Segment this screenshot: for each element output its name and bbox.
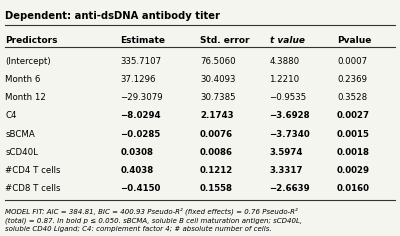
Text: MODEL FIT: AIC = 384.81, BIC = 400.93 Pseudo-R² (fixed effects) = 0.76 Pseudo-R²: MODEL FIT: AIC = 384.81, BIC = 400.93 Ps…	[5, 208, 302, 232]
Text: 0.3528: 0.3528	[337, 93, 367, 102]
Text: 335.7107: 335.7107	[120, 57, 162, 66]
Text: 76.5060: 76.5060	[200, 57, 236, 66]
Text: −0.0285: −0.0285	[120, 130, 161, 139]
Text: −2.6639: −2.6639	[270, 184, 310, 193]
Text: −3.7340: −3.7340	[270, 130, 310, 139]
Text: Predictors: Predictors	[5, 36, 58, 45]
Text: −29.3079: −29.3079	[120, 93, 163, 102]
Text: 0.0086: 0.0086	[200, 148, 233, 157]
Text: Dependent: anti-dsDNA antibody titer: Dependent: anti-dsDNA antibody titer	[5, 11, 220, 21]
Text: t value: t value	[270, 36, 304, 45]
Text: #CD4 T cells: #CD4 T cells	[5, 166, 61, 175]
Text: 30.7385: 30.7385	[200, 93, 236, 102]
Text: 3.3317: 3.3317	[270, 166, 303, 175]
Text: 37.1296: 37.1296	[120, 75, 156, 84]
Text: −3.6928: −3.6928	[270, 111, 310, 121]
Text: Pvalue: Pvalue	[337, 36, 372, 45]
Text: 30.4093: 30.4093	[200, 75, 236, 84]
Text: sCD40L: sCD40L	[5, 148, 38, 157]
Text: −0.9535: −0.9535	[270, 93, 307, 102]
Text: 4.3880: 4.3880	[270, 57, 300, 66]
Text: Month 12: Month 12	[5, 93, 46, 102]
Text: 0.0015: 0.0015	[337, 130, 370, 139]
Text: 0.0029: 0.0029	[337, 166, 370, 175]
Text: 0.2369: 0.2369	[337, 75, 367, 84]
Text: 0.0007: 0.0007	[337, 57, 367, 66]
Text: Month 6: Month 6	[5, 75, 41, 84]
Text: −8.0294: −8.0294	[120, 111, 161, 121]
Text: −0.4150: −0.4150	[120, 184, 161, 193]
Text: 0.0018: 0.0018	[337, 148, 370, 157]
Text: 1.2210: 1.2210	[270, 75, 300, 84]
Text: Estimate: Estimate	[120, 36, 166, 45]
Text: 0.0308: 0.0308	[120, 148, 154, 157]
Text: 0.0076: 0.0076	[200, 130, 233, 139]
Text: 0.4038: 0.4038	[120, 166, 154, 175]
Text: 0.1212: 0.1212	[200, 166, 233, 175]
Text: (Intercept): (Intercept)	[5, 57, 51, 66]
Text: sBCMA: sBCMA	[5, 130, 35, 139]
Text: #CD8 T cells: #CD8 T cells	[5, 184, 61, 193]
Text: Std. error: Std. error	[200, 36, 250, 45]
Text: 0.1558: 0.1558	[200, 184, 233, 193]
Text: 0.0027: 0.0027	[337, 111, 370, 121]
Text: 0.0160: 0.0160	[337, 184, 370, 193]
Text: C4: C4	[5, 111, 17, 121]
Text: 3.5974: 3.5974	[270, 148, 303, 157]
Text: 2.1743: 2.1743	[200, 111, 234, 121]
